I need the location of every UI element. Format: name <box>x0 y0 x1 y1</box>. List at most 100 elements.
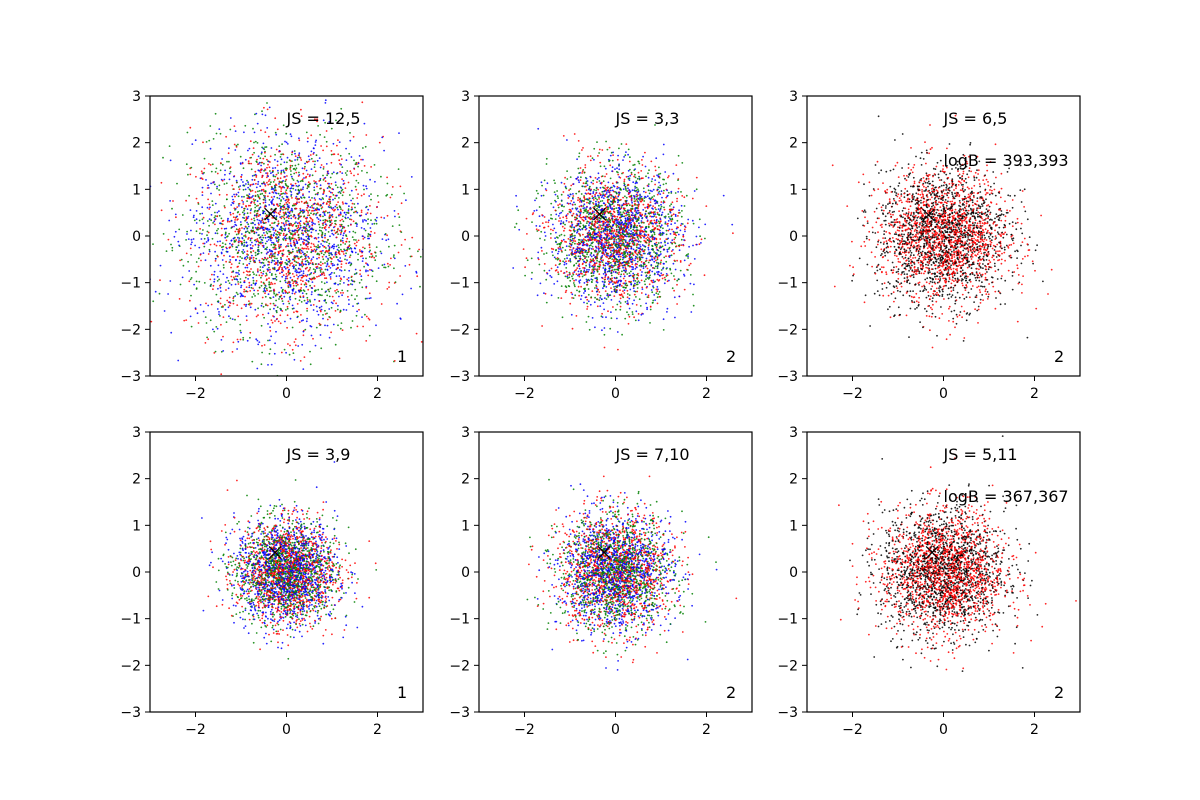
data-point <box>584 218 587 221</box>
data-point <box>296 198 298 201</box>
data-point <box>248 284 251 287</box>
data-point <box>365 213 367 216</box>
data-point <box>247 215 250 218</box>
data-point <box>229 317 232 320</box>
data-point <box>264 234 266 237</box>
data-point <box>610 214 613 217</box>
data-point <box>305 225 308 227</box>
data-point <box>237 191 240 194</box>
data-point <box>698 243 701 246</box>
data-point <box>201 172 204 175</box>
data-point <box>268 352 271 355</box>
data-point <box>604 278 607 281</box>
data-point <box>190 229 192 232</box>
data-point <box>265 231 268 233</box>
data-point <box>364 313 366 316</box>
data-point <box>300 287 303 289</box>
data-point <box>566 139 568 141</box>
data-point <box>604 175 606 178</box>
data-point <box>312 304 315 306</box>
data-point <box>649 236 652 238</box>
data-point <box>302 270 305 272</box>
data-point <box>370 256 373 259</box>
data-point <box>258 236 261 239</box>
data-point <box>232 212 235 215</box>
data-point <box>296 251 299 254</box>
data-point <box>334 181 337 184</box>
data-point <box>676 219 679 222</box>
data-point <box>345 234 347 237</box>
data-point <box>207 231 210 234</box>
x-tick-label: −2 <box>185 386 206 402</box>
data-point <box>244 158 247 161</box>
data-point <box>268 204 271 206</box>
data-point <box>305 239 307 242</box>
data-point <box>631 263 634 265</box>
data-point <box>306 307 308 310</box>
data-point <box>241 195 243 198</box>
data-point <box>263 194 265 197</box>
data-point <box>490 280 492 282</box>
data-point <box>260 251 263 254</box>
data-point <box>212 328 214 331</box>
data-point <box>543 239 546 241</box>
data-point <box>377 201 380 204</box>
data-point <box>246 217 249 220</box>
data-point <box>324 234 326 237</box>
data-point <box>655 253 658 256</box>
data-point <box>611 159 614 162</box>
data-point <box>252 127 254 130</box>
data-point <box>319 213 322 216</box>
data-point <box>346 249 348 252</box>
data-point <box>292 233 295 236</box>
data-point <box>553 283 556 285</box>
data-point <box>341 166 344 169</box>
data-point <box>656 258 659 261</box>
data-point <box>301 209 304 212</box>
data-point <box>232 256 235 258</box>
data-point <box>381 238 384 241</box>
data-point <box>350 172 353 175</box>
data-point <box>208 203 211 206</box>
data-point <box>302 330 305 333</box>
data-point <box>269 183 271 186</box>
data-point <box>225 182 228 185</box>
data-point <box>540 181 543 184</box>
data-point <box>325 219 328 222</box>
data-point <box>565 262 568 265</box>
data-point <box>670 190 673 193</box>
data-point <box>248 300 250 303</box>
data-point <box>257 180 260 183</box>
data-point <box>263 289 266 292</box>
data-point <box>626 284 629 287</box>
data-point <box>296 283 299 286</box>
data-point <box>224 169 227 172</box>
data-point <box>296 230 299 232</box>
data-point <box>300 197 303 199</box>
data-point <box>277 241 279 244</box>
data-point <box>241 206 243 209</box>
data-point <box>238 205 240 207</box>
data-point <box>621 240 624 243</box>
data-point <box>200 238 203 240</box>
data-point <box>250 302 253 305</box>
data-point <box>692 304 695 307</box>
data-point <box>296 227 299 230</box>
data-point <box>408 247 411 250</box>
data-point <box>657 173 660 176</box>
data-point <box>561 246 564 249</box>
data-point <box>585 222 588 225</box>
data-point <box>362 147 364 149</box>
data-point <box>329 252 331 255</box>
data-point <box>378 141 381 144</box>
data-point <box>247 271 249 273</box>
data-point <box>293 311 295 314</box>
data-point <box>337 233 339 236</box>
data-point <box>202 222 205 225</box>
data-point <box>654 183 656 186</box>
data-point <box>334 290 336 292</box>
data-point <box>324 102 327 104</box>
data-point <box>219 240 222 243</box>
data-point <box>311 281 314 283</box>
data-point <box>261 188 263 191</box>
